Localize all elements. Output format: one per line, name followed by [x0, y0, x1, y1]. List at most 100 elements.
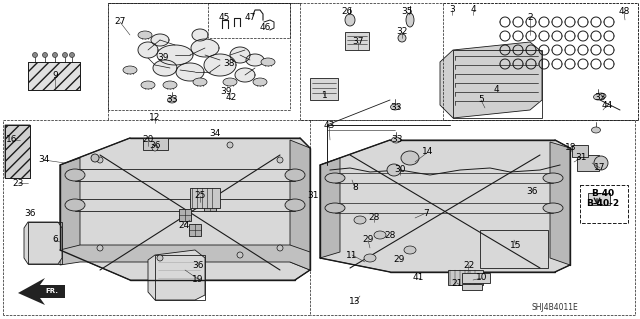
Text: 31: 31 [575, 153, 587, 162]
Polygon shape [204, 54, 236, 76]
Text: 34: 34 [209, 129, 221, 137]
Text: 29: 29 [394, 256, 404, 264]
Polygon shape [60, 138, 310, 280]
Bar [572, 145, 588, 157]
Bar [5, 125, 30, 178]
Ellipse shape [138, 31, 152, 39]
Text: 25: 25 [195, 191, 205, 201]
Text: 33: 33 [390, 102, 402, 112]
Bar [462, 284, 482, 290]
Bar [143, 138, 168, 150]
Text: 45: 45 [218, 13, 230, 23]
Text: 19: 19 [192, 275, 204, 284]
Circle shape [63, 53, 67, 57]
Polygon shape [138, 42, 158, 58]
Bar [480, 230, 548, 268]
Polygon shape [153, 60, 177, 76]
Text: 2: 2 [527, 13, 533, 23]
Text: 13: 13 [349, 298, 361, 307]
Ellipse shape [223, 78, 237, 86]
Ellipse shape [253, 78, 267, 86]
Bar [28, 222, 62, 264]
Text: 36: 36 [24, 209, 36, 218]
Circle shape [52, 53, 58, 57]
Polygon shape [151, 34, 169, 46]
Text: 39: 39 [220, 86, 232, 95]
Circle shape [277, 245, 283, 251]
Text: FR.: FR. [45, 288, 58, 294]
Ellipse shape [401, 151, 419, 165]
Text: 26: 26 [341, 8, 353, 17]
Circle shape [97, 245, 103, 251]
Ellipse shape [163, 81, 177, 89]
Bar [310, 78, 338, 100]
Bar [28, 62, 80, 90]
Text: 20: 20 [142, 136, 154, 145]
Ellipse shape [596, 93, 606, 99]
Bar [462, 273, 490, 283]
Circle shape [33, 53, 38, 57]
Text: 46: 46 [259, 24, 271, 33]
Bar [28, 62, 80, 90]
Text: 12: 12 [149, 113, 161, 122]
Text: 24: 24 [179, 220, 189, 229]
Ellipse shape [193, 78, 207, 86]
Polygon shape [246, 54, 264, 66]
Bar [577, 155, 599, 171]
Ellipse shape [543, 203, 563, 213]
Polygon shape [5, 125, 30, 178]
Text: B-40: B-40 [591, 189, 614, 198]
Ellipse shape [398, 34, 406, 42]
Text: 39: 39 [157, 53, 169, 62]
Text: 36: 36 [192, 261, 204, 270]
Bar [208, 3, 290, 38]
Circle shape [97, 157, 103, 163]
Circle shape [277, 157, 283, 163]
Polygon shape [60, 245, 310, 270]
Text: 9: 9 [52, 71, 58, 80]
Text: 11: 11 [346, 250, 358, 259]
Circle shape [227, 142, 233, 148]
Text: 22: 22 [463, 261, 475, 270]
Polygon shape [60, 158, 80, 255]
Text: 6: 6 [52, 235, 58, 244]
Ellipse shape [123, 66, 137, 74]
Text: 14: 14 [422, 147, 434, 157]
Ellipse shape [364, 254, 376, 262]
Polygon shape [440, 42, 542, 118]
Text: 47: 47 [244, 13, 256, 23]
Ellipse shape [285, 169, 305, 181]
Polygon shape [320, 140, 570, 272]
Text: 36: 36 [149, 140, 161, 150]
Text: 48: 48 [618, 8, 630, 17]
Bar [448, 270, 483, 285]
Text: 1: 1 [322, 92, 328, 100]
Polygon shape [157, 45, 193, 65]
Text: SHJ4B4011E: SHJ4B4011E [532, 303, 579, 313]
Text: 4: 4 [493, 85, 499, 94]
Ellipse shape [91, 154, 99, 162]
Ellipse shape [406, 13, 414, 27]
Text: 33: 33 [595, 93, 605, 101]
Bar [155, 255, 205, 300]
Circle shape [237, 252, 243, 258]
Bar [179, 209, 191, 221]
Polygon shape [550, 142, 570, 265]
Text: 38: 38 [223, 60, 235, 69]
Bar [345, 32, 369, 50]
Ellipse shape [65, 199, 85, 211]
Bar [580, 185, 628, 223]
Text: 42: 42 [225, 93, 237, 101]
Text: 4: 4 [470, 5, 476, 14]
Text: 33: 33 [166, 95, 178, 105]
Text: 36: 36 [526, 188, 538, 197]
Polygon shape [477, 220, 548, 268]
Ellipse shape [593, 94, 602, 100]
Ellipse shape [591, 127, 600, 133]
Text: 21: 21 [451, 278, 463, 287]
Bar [5, 125, 30, 178]
Text: 31: 31 [307, 191, 319, 201]
Circle shape [152, 145, 158, 151]
Text: B-40-2: B-40-2 [586, 199, 620, 209]
Ellipse shape [390, 104, 399, 110]
